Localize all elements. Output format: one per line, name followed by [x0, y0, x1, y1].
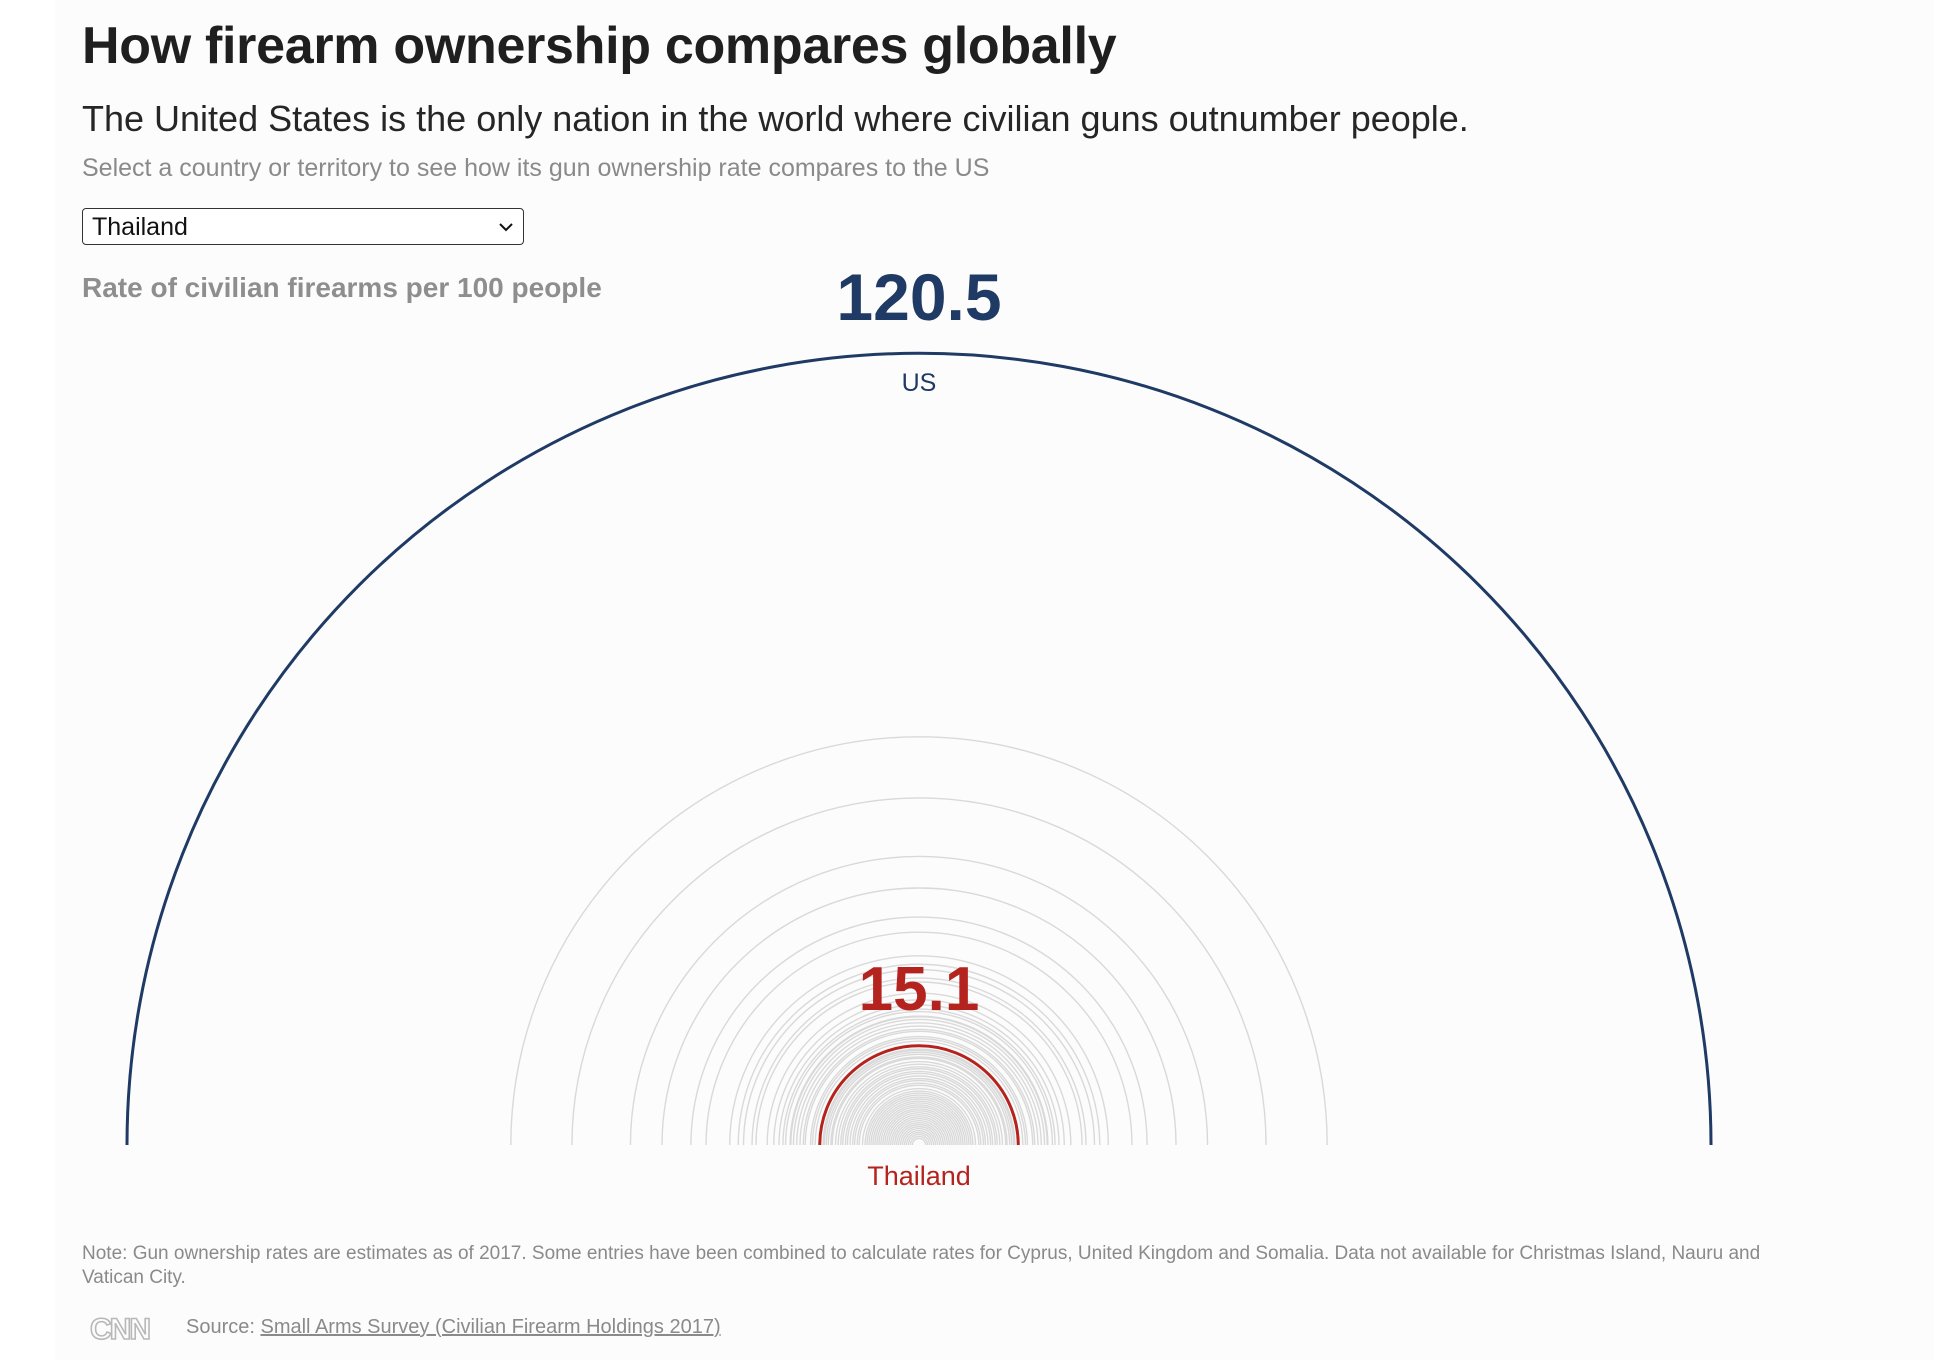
- radial-chart: 120.5 US 15.1 Thailand: [125, 260, 1713, 1191]
- country-arc: [856, 1082, 982, 1146]
- country-arc: [909, 1135, 929, 1146]
- country-arc: [837, 1063, 1001, 1146]
- country-arc: [825, 1052, 1013, 1146]
- country-arc: [853, 1079, 985, 1146]
- country-arc: [737, 963, 1101, 1146]
- country-arc: [802, 1028, 1036, 1146]
- country-arc: [790, 1016, 1048, 1146]
- country-arc: [895, 1121, 943, 1146]
- country-arc: [811, 1037, 1027, 1146]
- country-arc: [814, 1040, 1024, 1146]
- country-arc: [899, 1126, 939, 1146]
- country-arc: [842, 1068, 996, 1146]
- instruction-text: Select a country or territory to see how…: [82, 154, 990, 182]
- country-arc: [834, 1061, 1004, 1146]
- country-arc: [861, 1088, 977, 1146]
- country-arc: [893, 1120, 945, 1146]
- country-arc: [846, 1072, 992, 1146]
- country-arc: [690, 916, 1148, 1146]
- country-arc: [840, 1066, 998, 1146]
- country-arc: [844, 1070, 994, 1146]
- country-arc: [804, 1030, 1034, 1146]
- country-arc: [874, 1100, 964, 1146]
- source-credit: Source: Small Arms Survey (Civilian Fire…: [186, 1316, 721, 1339]
- country-arc: [901, 1127, 937, 1146]
- source-link[interactable]: Small Arms Survey (Civilian Firearm Hold…: [260, 1316, 721, 1338]
- country-arc: [823, 1049, 1015, 1146]
- country-arc: [755, 981, 1083, 1146]
- country-arc: [897, 1124, 941, 1146]
- country-arc: [729, 955, 1109, 1146]
- country-arc: [809, 1035, 1029, 1146]
- us-name-label: US: [902, 369, 937, 397]
- rate-label: Rate of civilian firearms per 100 people: [82, 272, 602, 303]
- country-arc: [796, 1022, 1042, 1146]
- country-arc: [851, 1078, 987, 1146]
- highlight-arc: [818, 1044, 1020, 1146]
- country-arc: [827, 1054, 1011, 1146]
- country-arc: [830, 1056, 1008, 1146]
- country-arc: [792, 1018, 1046, 1146]
- country-arc: [872, 1098, 966, 1146]
- country-arc: [880, 1106, 958, 1146]
- svg-text:CNN: CNN: [90, 1313, 149, 1344]
- source-prefix: Source:: [186, 1316, 261, 1338]
- country-arc: [882, 1108, 956, 1146]
- country-arc: [858, 1084, 980, 1146]
- other-country-arcs: [510, 736, 1328, 1146]
- page-subtitle: The United States is the only nation in …: [82, 98, 1469, 139]
- country-arc: [782, 1008, 1056, 1146]
- country-arc: [822, 1048, 1016, 1146]
- footnote: Note: Gun ownership rates are estimates …: [82, 1243, 1761, 1288]
- country-arc: [884, 1110, 954, 1146]
- country-arc: [831, 1057, 1007, 1146]
- country-arc: [510, 736, 1328, 1146]
- highlight-value-label: 15.1: [859, 955, 980, 1024]
- chevron-down-icon: [499, 223, 513, 232]
- country-arc: [868, 1094, 970, 1146]
- country-arc: [849, 1075, 989, 1146]
- country-arc: [778, 1004, 1060, 1146]
- country-arc: [907, 1133, 931, 1146]
- highlight-name-label: Thailand: [867, 1161, 971, 1191]
- country-arc: [903, 1129, 935, 1146]
- country-arc: [886, 1112, 952, 1146]
- country-arc: [742, 968, 1096, 1146]
- country-arc: [870, 1096, 968, 1146]
- country-arc: [864, 1090, 974, 1146]
- footer: CNN Source: Small Arms Survey (Civilian …: [90, 1312, 890, 1346]
- country-select[interactable]: Thailand: [82, 208, 524, 245]
- country-arc: [911, 1137, 927, 1146]
- country-select-value: Thailand: [92, 213, 188, 241]
- country-arc: [661, 887, 1177, 1146]
- country-arc: [878, 1104, 960, 1146]
- country-arc: [890, 1116, 948, 1146]
- country-arc: [629, 855, 1209, 1146]
- us-arc: [125, 351, 1713, 1146]
- country-arc: [876, 1102, 962, 1146]
- page-title: How firearm ownership compares globally: [82, 17, 1117, 75]
- us-value-label: 120.5: [836, 260, 1001, 334]
- country-arc: [766, 992, 1072, 1146]
- cnn-logo: CNN: [90, 1312, 152, 1344]
- country-arc: [905, 1131, 933, 1146]
- country-arc: [888, 1114, 950, 1146]
- country-arc: [892, 1118, 946, 1146]
- country-arc: [866, 1092, 972, 1146]
